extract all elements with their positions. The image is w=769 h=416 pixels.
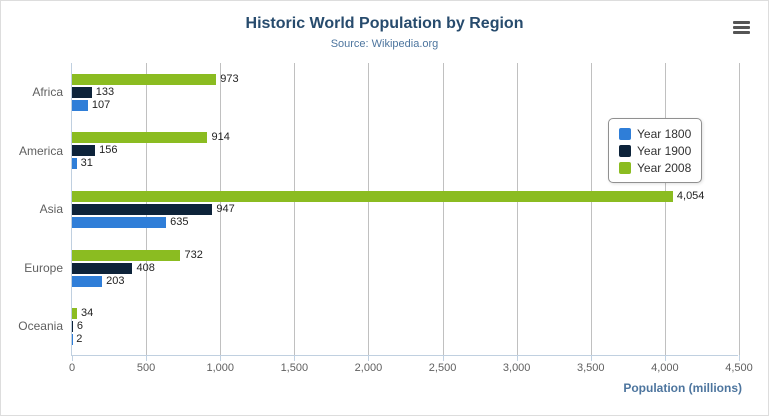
data-label: 2 [76, 333, 83, 346]
grid-line [739, 63, 740, 355]
export-menu-button[interactable] [733, 21, 750, 36]
data-label: 973 [220, 72, 239, 85]
grid-line [442, 63, 444, 355]
grid-line [368, 63, 370, 355]
x-tick-label: 4,000 [651, 362, 679, 374]
data-label: 408 [136, 261, 155, 274]
legend-label: Year 1900 [637, 143, 692, 158]
x-tick-label: 1,500 [280, 362, 309, 374]
data-label: 6 [76, 320, 83, 333]
axis-tick [516, 355, 518, 361]
x-tick-label: 2,000 [354, 362, 383, 374]
data-label: 4,054 [676, 190, 705, 202]
y-category-label: Africa [32, 85, 63, 99]
bar-year-1900[interactable] [72, 262, 133, 274]
bar-year-1800[interactable] [72, 158, 77, 170]
bar-year-1800[interactable] [72, 275, 103, 287]
legend-swatch-year-1800 [619, 127, 631, 140]
axis-tick [146, 355, 148, 361]
y-category-label: Oceania [18, 319, 63, 334]
legend-item-year-1900[interactable]: Year 1900 [619, 142, 691, 159]
bar-year-1900[interactable] [72, 321, 73, 333]
bar-year-1800[interactable] [72, 217, 167, 228]
axis-tick [664, 355, 666, 361]
hamburger-icon-bar [733, 21, 750, 24]
hamburger-icon-bar [733, 26, 750, 29]
bar-year-2008[interactable] [72, 308, 78, 320]
bar-year-1900[interactable] [72, 145, 96, 157]
legend-swatch-year-1900 [619, 144, 631, 157]
legend-label: Year 2008 [637, 160, 692, 175]
axis-tick [590, 355, 592, 361]
data-label: 34 [81, 307, 94, 320]
legend: Year 1800 Year 1900 Year 2008 [608, 118, 703, 183]
data-label: 156 [99, 144, 118, 157]
data-label: 914 [211, 131, 230, 144]
plot-area: 0 500 1,000 1,500 2,000 2,500 3,000 3,500 4,000 4… [69, 63, 753, 374]
y-category-label: Asia [39, 202, 63, 217]
axis-tick [739, 355, 740, 361]
data-label: 133 [95, 85, 115, 98]
legend-item-year-1800[interactable]: Year 1800 [619, 125, 691, 142]
grid-line [590, 63, 592, 355]
legend-label: Year 1800 [637, 126, 692, 141]
bar-year-1900[interactable] [72, 86, 92, 98]
x-tick-label: 4,500 [725, 362, 753, 374]
y-category-label: Europe [24, 260, 63, 275]
x-tick-label: 500 [136, 362, 156, 374]
axis-tick [294, 355, 296, 361]
chart-subtitle: Source: Wikipedia.org [330, 38, 439, 50]
grid-line [664, 63, 666, 355]
data-label: 947 [216, 203, 235, 215]
data-label: 732 [184, 248, 203, 261]
x-tick-label: 1,000 [206, 362, 234, 374]
x-tick-label: 0 [68, 362, 76, 374]
bar-year-2008[interactable] [72, 132, 208, 144]
grid-line [294, 63, 296, 355]
x-tick-label: 2,500 [428, 362, 457, 374]
bar-year-2008[interactable] [72, 249, 181, 261]
bar-year-1900[interactable] [72, 204, 213, 215]
axis-tick [368, 355, 370, 361]
x-axis-title: Population (millions) [623, 381, 742, 395]
axis-tick [220, 355, 222, 361]
y-category-label: America [18, 143, 63, 158]
bar-year-2008[interactable] [72, 73, 217, 85]
data-label: 107 [91, 98, 111, 111]
axis-tick [72, 355, 73, 361]
x-tick-label: 3,000 [502, 362, 531, 374]
chart-title: Historic World Population by Region [245, 15, 524, 32]
data-label: 31 [80, 157, 93, 170]
legend-item-year-2008[interactable]: Year 2008 [619, 159, 691, 176]
legend-swatch-year-2008 [619, 161, 631, 174]
hamburger-icon-bar [733, 31, 750, 34]
grid-line [516, 63, 518, 355]
data-label: 203 [106, 274, 125, 287]
bar-year-1800[interactable] [72, 99, 88, 111]
x-tick-label: 3,500 [577, 362, 605, 374]
axis-tick [442, 355, 444, 361]
data-label: 635 [170, 216, 189, 228]
bar-year-2008[interactable] [72, 191, 673, 202]
grid-line [220, 63, 222, 355]
